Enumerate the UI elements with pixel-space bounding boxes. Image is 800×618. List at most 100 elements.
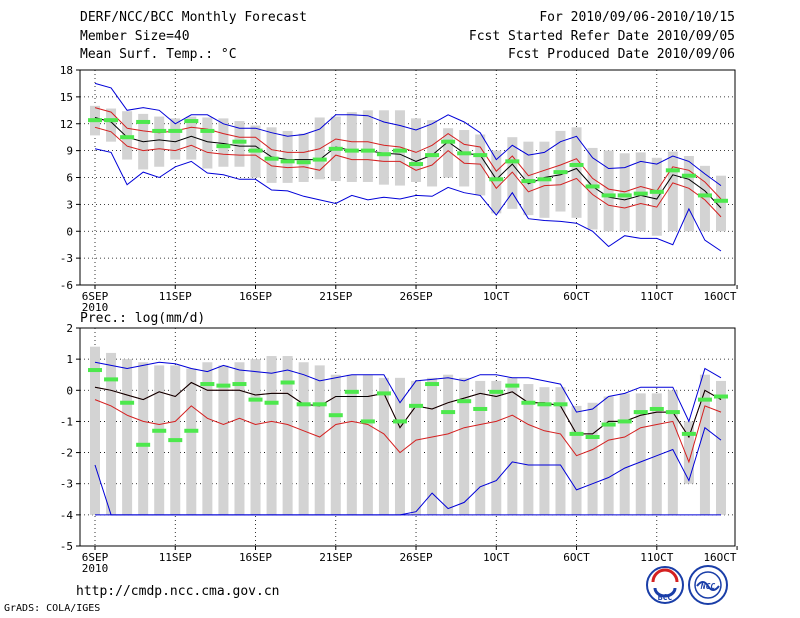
outer-lower-line [94, 426, 722, 516]
median-marker [649, 406, 664, 411]
ensemble-box [667, 151, 678, 232]
median-marker [585, 435, 600, 439]
x-tick-label: 26SEP [399, 551, 432, 564]
median-marker [537, 177, 552, 182]
ensemble-box [218, 365, 229, 515]
median-marker [714, 198, 728, 203]
median-marker [665, 168, 680, 173]
median-marker [280, 380, 295, 385]
bcc-logo-text: BCC [658, 593, 673, 602]
ensemble-box [523, 384, 534, 515]
median-marker [296, 402, 311, 407]
y-tick-label: -1 [60, 415, 73, 428]
ensemble-box [459, 377, 470, 515]
median-marker [152, 428, 167, 433]
median-marker [521, 400, 536, 405]
ensemble-box [394, 110, 405, 186]
median-marker [216, 144, 231, 149]
ensemble-box [411, 118, 422, 182]
median-marker [200, 128, 215, 133]
y-tick-label: 1 [66, 353, 73, 366]
x-tick-label: 11OCT [640, 290, 673, 303]
median-marker [585, 184, 600, 189]
ncc-logo-text: NCC [700, 582, 716, 591]
ensemble-box [138, 362, 149, 515]
x-tick-label: 11SEP [159, 290, 192, 303]
ensemble-box [571, 405, 582, 515]
median-marker [168, 438, 183, 443]
ensemble-box [346, 112, 357, 182]
ensemble-box [523, 141, 534, 216]
ensemble-box [587, 402, 598, 515]
chart-title: DERF/NCC/BCC Monthly Forecast [80, 10, 307, 25]
ensemble-box [314, 365, 325, 515]
ensemble-box [603, 396, 614, 515]
forecast-period: For 2010/09/06-2010/10/15 [539, 10, 735, 25]
median-marker [248, 397, 263, 402]
ensemble-box [587, 147, 598, 230]
ensemble-box [234, 362, 245, 515]
ensemble-box [106, 352, 117, 515]
ensemble-box [667, 390, 678, 515]
median-marker [360, 419, 375, 424]
panel-temperature: -6 -3 0 3 6 9 12 15 18 6SEP 11SEP 16SEP 21SEP 26SEP 1O… [60, 64, 738, 314]
inner-upper-line [94, 107, 722, 200]
x-tick-label: 16OCT [703, 551, 736, 564]
ensemble-box [362, 374, 373, 515]
outer-upper-line [94, 82, 722, 187]
ensemble-box [491, 150, 502, 214]
median-marker [553, 402, 568, 407]
ensemble-box [619, 393, 630, 515]
ensemble-box [330, 374, 341, 515]
y-tick-label: 6 [66, 172, 73, 185]
ensemble-box [234, 121, 245, 167]
median-marker [360, 148, 375, 153]
ensemble-box [202, 117, 213, 169]
y-tick-label: 18 [60, 64, 73, 77]
ensemble-box [635, 393, 646, 515]
ensemble-mean-line [94, 117, 722, 209]
median-marker [409, 403, 424, 408]
x-tick-label: 11SEP [159, 551, 192, 564]
bcc-logo-swirl [653, 587, 677, 598]
y-tick-label: -5 [60, 540, 73, 553]
ensemble-box [443, 374, 454, 515]
ensemble-box [218, 118, 229, 167]
ensemble-box [122, 359, 133, 515]
ensemble-box [378, 110, 389, 185]
ensemble-box [427, 377, 438, 515]
median-marker [425, 153, 440, 158]
median-marker [376, 152, 391, 157]
source-url[interactable]: http://cmdp.ncc.cma.gov.cn [76, 584, 280, 599]
year-label: 2010 [82, 562, 109, 575]
ensemble-box [555, 387, 566, 515]
ensemble-box [683, 421, 694, 484]
median-marker [104, 118, 119, 123]
median-marker [88, 368, 102, 373]
median-marker [425, 382, 440, 387]
ensemble-box [539, 387, 550, 515]
median-marker [184, 428, 199, 433]
ensemble-mean-line [94, 381, 722, 439]
median-marker [473, 406, 488, 411]
y-tick-label: -6 [60, 279, 73, 292]
median-marker [200, 382, 215, 387]
median-marker [184, 119, 199, 124]
median-marker [441, 410, 456, 415]
median-marker [120, 135, 135, 140]
median-marker [120, 400, 135, 405]
ensemble-box [475, 380, 486, 515]
ensemble-box [298, 362, 309, 515]
median-marker [601, 193, 616, 198]
median-marker [601, 422, 616, 427]
median-marker [665, 410, 680, 415]
median-marker [328, 146, 343, 151]
y-tick-label: 2 [66, 322, 73, 335]
ensemble-box [362, 110, 373, 182]
member-size: Member Size=40 [80, 29, 190, 44]
median-marker [280, 159, 295, 164]
median-marker [312, 402, 327, 407]
ensemble-box [507, 377, 518, 515]
ensemble-box [716, 175, 726, 232]
